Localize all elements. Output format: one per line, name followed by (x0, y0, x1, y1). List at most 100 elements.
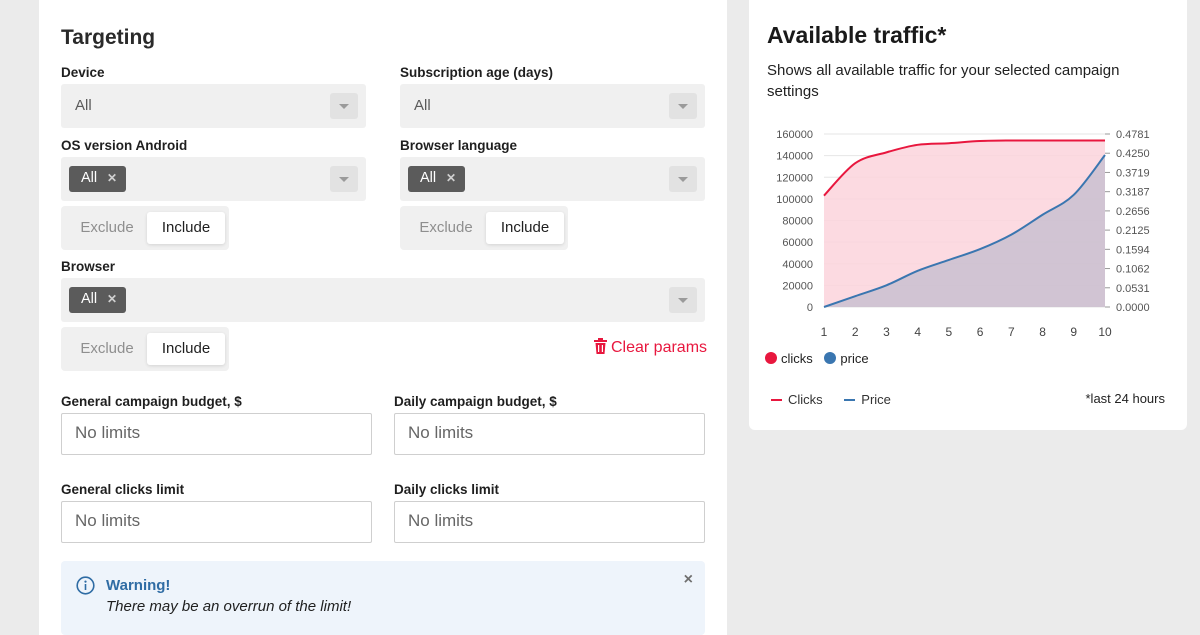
device-label: Device (61, 65, 105, 80)
warning-box: Warning! There may be an overrun of the … (61, 561, 705, 635)
traffic-chart: 0 20000 40000 60000 80000 100000 120000 140000 1… (776, 129, 1150, 339)
clear-params-label: Clear params (611, 339, 708, 356)
y-right-tick-label: 0.2656 (1116, 206, 1150, 218)
exclude-option[interactable]: Exclude (419, 219, 473, 236)
subscription-age-label: Subscription age (days) (400, 65, 554, 80)
y-left-tick-label: 20000 (782, 280, 813, 292)
daily-clicks-input[interactable]: No limits (394, 501, 705, 543)
line-marker-icon (844, 399, 856, 401)
x-tick-label: 7 (1008, 325, 1015, 339)
include-option[interactable]: Include (486, 212, 564, 244)
browser-language-chip: All ✕ (408, 166, 465, 192)
traffic-title: Available traffic* (767, 22, 947, 48)
chart-legend: clicks price (765, 351, 869, 366)
y-right-tick-label: 0.1594 (1116, 244, 1150, 256)
chip-label: All (420, 170, 437, 186)
chevron-down-icon[interactable] (330, 93, 358, 119)
y-right-tick-label: 0.4250 (1116, 148, 1150, 160)
exclude-option[interactable]: Exclude (80, 219, 134, 236)
subscription-age-select[interactable]: All (400, 84, 705, 128)
legend-label: Price (861, 392, 891, 407)
line-marker-icon (771, 399, 782, 401)
legend-label: Clicks (788, 392, 823, 407)
legend-item-clicks[interactable]: clicks (765, 351, 813, 366)
y-left-tick-label: 40000 (782, 259, 813, 271)
y-left-tick-label: 160000 (776, 129, 813, 141)
x-tick-label: 2 (852, 325, 859, 339)
x-tick-label: 5 (946, 325, 953, 339)
chip-label: All (81, 291, 98, 307)
remove-chip-icon[interactable]: ✕ (106, 292, 117, 306)
line-legend: Clicks Price (771, 392, 891, 407)
browser-language-select[interactable]: All ✕ (400, 157, 705, 201)
remove-chip-icon[interactable]: ✕ (106, 171, 117, 185)
general-budget-input[interactable]: No limits (61, 413, 372, 455)
os-version-toggle: Exclude Include (61, 206, 229, 250)
daily-budget-label: Daily campaign budget, $ (394, 394, 557, 409)
general-clicks-label: General clicks limit (61, 482, 185, 497)
general-budget-label: General campaign budget, $ (61, 394, 242, 409)
y-right-tick-label: 0.3719 (1116, 167, 1150, 179)
x-tick-label: 3 (883, 325, 890, 339)
x-tick-label: 1 (821, 325, 828, 339)
x-tick-label: 6 (977, 325, 984, 339)
daily-budget-input[interactable]: No limits (394, 413, 705, 455)
y-left-tick-label: 80000 (782, 216, 813, 228)
chevron-down-icon[interactable] (330, 166, 358, 192)
traffic-panel: Available traffic* Shows all available t… (749, 0, 1187, 430)
close-icon[interactable]: × (683, 571, 693, 588)
device-select[interactable]: All (61, 84, 366, 128)
y-right-tick-label: 0.4781 (1116, 129, 1150, 141)
exclude-option[interactable]: Exclude (80, 340, 134, 357)
y-left-tick-label: 0 (807, 302, 813, 314)
clear-params-button[interactable]: Clear params (594, 338, 707, 359)
general-clicks-input[interactable]: No limits (61, 501, 372, 543)
browser-language-toggle: Exclude Include (400, 206, 568, 250)
include-option[interactable]: Include (147, 333, 225, 365)
x-tick-label: 10 (1098, 325, 1112, 339)
subscription-age-value: All (414, 97, 431, 114)
x-tick-label: 4 (914, 325, 921, 339)
clicks-line (823, 139, 1105, 197)
price-dot-icon (824, 352, 837, 364)
os-version-label: OS version Android (61, 138, 188, 153)
y-left-tick-label: 140000 (776, 151, 813, 163)
price-line (823, 154, 1106, 308)
browser-select[interactable]: All ✕ (61, 278, 705, 322)
legend-item-price[interactable]: price (824, 351, 869, 366)
info-icon (76, 576, 95, 600)
clicks-dot-icon (765, 352, 777, 364)
y-right-tick-label: 0.3187 (1116, 187, 1150, 199)
y-left-tick-label: 120000 (776, 172, 813, 184)
warning-text: There may be an overrun of the limit! (106, 598, 352, 615)
remove-chip-icon[interactable]: ✕ (445, 171, 456, 185)
y-right-tick-label: 0.0000 (1116, 302, 1150, 314)
chip-label: All (81, 170, 98, 186)
targeting-panel: Targeting Device All Subscription age (d… (39, 0, 727, 635)
browser-label: Browser (61, 259, 116, 274)
trash-icon (594, 338, 607, 359)
x-tick-label: 8 (1039, 325, 1046, 339)
legend-item-clicks-line: Clicks (771, 392, 823, 407)
y-right-tick-label: 0.0531 (1116, 283, 1150, 295)
chevron-down-icon[interactable] (669, 166, 697, 192)
chevron-down-icon[interactable] (669, 93, 697, 119)
os-version-select[interactable]: All ✕ (61, 157, 366, 201)
legend-label: price (840, 351, 869, 366)
y-left-tick-label: 60000 (782, 237, 813, 249)
include-option[interactable]: Include (147, 212, 225, 244)
browser-language-label: Browser language (400, 138, 518, 153)
browser-toggle: Exclude Include (61, 327, 229, 371)
legend-item-price-line: Price (844, 392, 891, 407)
targeting-title: Targeting (61, 26, 156, 49)
footnote: *last 24 hours (1085, 391, 1166, 406)
chevron-down-icon[interactable] (669, 287, 697, 313)
daily-clicks-label: Daily clicks limit (394, 482, 500, 497)
y-right-tick-label: 0.2125 (1116, 225, 1150, 237)
warning-title: Warning! (106, 577, 171, 594)
traffic-subtitle: Shows all available traffic for your sel… (767, 62, 1120, 100)
device-value: All (75, 97, 92, 114)
y-right-tick-label: 0.1062 (1116, 264, 1150, 276)
x-tick-label: 9 (1070, 325, 1077, 339)
legend-label: clicks (781, 351, 813, 366)
